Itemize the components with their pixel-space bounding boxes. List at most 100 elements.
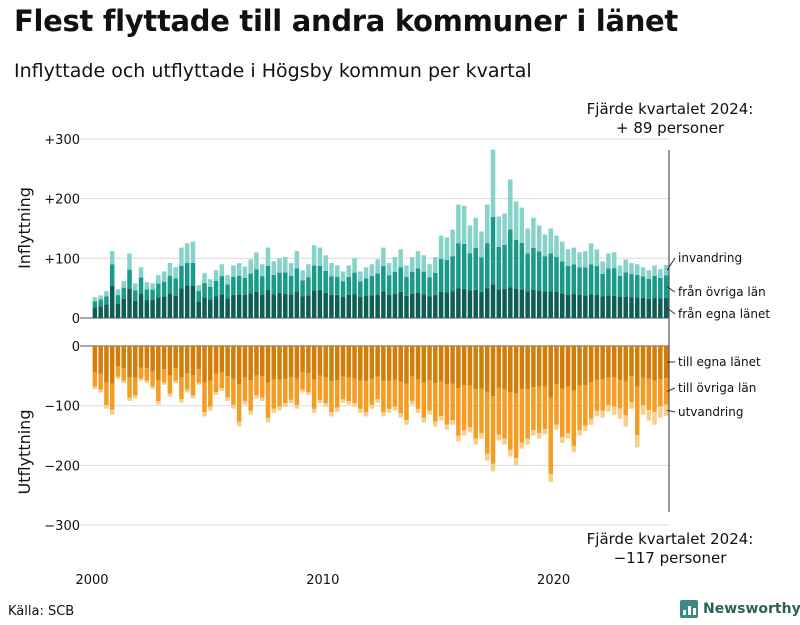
bar-out-other-county (236, 384, 242, 422)
bar-out-local (133, 346, 138, 378)
bar-in-other-county (473, 247, 478, 290)
bar-out-other-county (611, 377, 617, 407)
bar-in-other-county (306, 277, 311, 296)
chart-title: Flest flyttade till andra kommuner i län… (14, 4, 678, 38)
bar-out-other-county (531, 387, 536, 431)
newsworthy-logo: Newsworthy (680, 600, 800, 618)
logo-icon (680, 600, 698, 618)
y-tick-bottom: −100 (44, 400, 80, 415)
bar-in-immigration (346, 265, 352, 278)
bar-in-local (323, 292, 328, 318)
bar-in-local (306, 295, 311, 318)
bar-in-other-county (196, 291, 201, 302)
bar-in-other-county (300, 280, 305, 297)
bar-in-immigration (398, 249, 403, 268)
bar-in-local (196, 301, 201, 318)
bar-out-emigration (438, 416, 444, 421)
bar-in-local (450, 291, 455, 318)
bar-out-local (329, 346, 334, 382)
bar-in-local (156, 297, 161, 318)
bar-in-immigration (404, 265, 409, 278)
bar-in-immigration (184, 243, 190, 263)
bar-in-local (254, 291, 259, 318)
bar-in-local (369, 295, 375, 318)
bar-out-emigration (196, 382, 201, 385)
bar-out-local (450, 346, 455, 384)
bar-in-other-county (444, 259, 450, 293)
bar-in-other-county (531, 247, 536, 290)
bar-in-immigration (381, 247, 386, 266)
series-leader-top (666, 286, 676, 293)
bar-out-local (409, 346, 415, 377)
bar-in-immigration (456, 204, 461, 244)
bar-in-immigration (300, 270, 305, 281)
bar-in-immigration (542, 234, 548, 257)
bar-in-local (479, 292, 484, 318)
bar-in-other-county (329, 276, 334, 295)
bar-in-other-county (652, 275, 657, 299)
bar-in-other-county (231, 277, 236, 295)
bar-out-emigration (525, 438, 530, 445)
bar-in-local (381, 291, 386, 318)
bar-in-other-county (398, 267, 403, 292)
bar-out-local (594, 346, 600, 380)
bar-out-local (438, 346, 444, 382)
bar-out-other-county (398, 381, 403, 414)
bar-in-other-county (508, 229, 513, 288)
bar-in-other-county (179, 265, 184, 289)
migration-chart: +300 +200 +100 0 0 −100 −200 −300 invandring från… (15, 133, 770, 588)
bar-out-other-county (346, 377, 352, 401)
bar-in-local (496, 289, 502, 318)
bar-in-other-county (421, 271, 427, 295)
bar-out-other-county (438, 381, 444, 417)
bar-out-other-county (433, 383, 438, 422)
bar-in-other-county (352, 272, 357, 295)
bar-in-immigration (323, 255, 328, 271)
bar-out-local (496, 346, 502, 388)
bar-out-emigration (450, 420, 455, 425)
bar-in-immigration (115, 289, 121, 296)
bar-out-emigration (115, 376, 121, 379)
bar-out-other-county (600, 378, 605, 411)
bar-out-local (104, 346, 109, 383)
y-label-top: Inflyttning (15, 187, 34, 269)
bar-in-local (427, 296, 432, 318)
bar-in-local (508, 287, 513, 318)
bar-out-other-county (277, 379, 282, 407)
bar-out-other-county (479, 388, 484, 433)
bar-in-local (513, 288, 519, 318)
bar-in-immigration (202, 273, 207, 284)
bar-out-emigration (334, 407, 340, 412)
bar-out-emigration (144, 380, 150, 384)
bar-out-local (254, 346, 259, 376)
bar-out-other-county (115, 366, 121, 377)
y-tick-bottom: −300 (44, 519, 80, 534)
bar-in-local (248, 293, 253, 318)
bar-in-immigration (536, 225, 542, 252)
bar-out-emigration (104, 404, 109, 409)
bar-in-immigration (479, 231, 484, 258)
bar-in-local (375, 294, 380, 318)
bar-out-other-county (358, 380, 363, 409)
bar-in-other-county (167, 275, 173, 294)
bar-out-emigration (202, 412, 207, 417)
bar-out-emigration (98, 389, 103, 393)
bar-out-emigration (571, 445, 577, 453)
bar-out-local (588, 346, 594, 383)
bar-out-other-county (594, 379, 600, 411)
bar-out-other-county (381, 381, 386, 413)
bar-out-emigration (640, 405, 646, 415)
bar-out-local (300, 346, 305, 373)
bar-out-local (346, 346, 352, 378)
bar-in-other-county (513, 240, 519, 289)
bar-in-other-county (583, 267, 588, 296)
bar-out-local (606, 346, 611, 378)
bar-out-other-county (444, 384, 450, 425)
bar-in-local (144, 300, 150, 318)
bar-out-local (98, 346, 103, 374)
series-leader-bottom (666, 409, 676, 413)
bar-out-other-county (352, 378, 357, 404)
bar-out-local (184, 346, 190, 374)
bar-in-other-county (467, 253, 473, 291)
bar-out-other-county (496, 387, 502, 435)
